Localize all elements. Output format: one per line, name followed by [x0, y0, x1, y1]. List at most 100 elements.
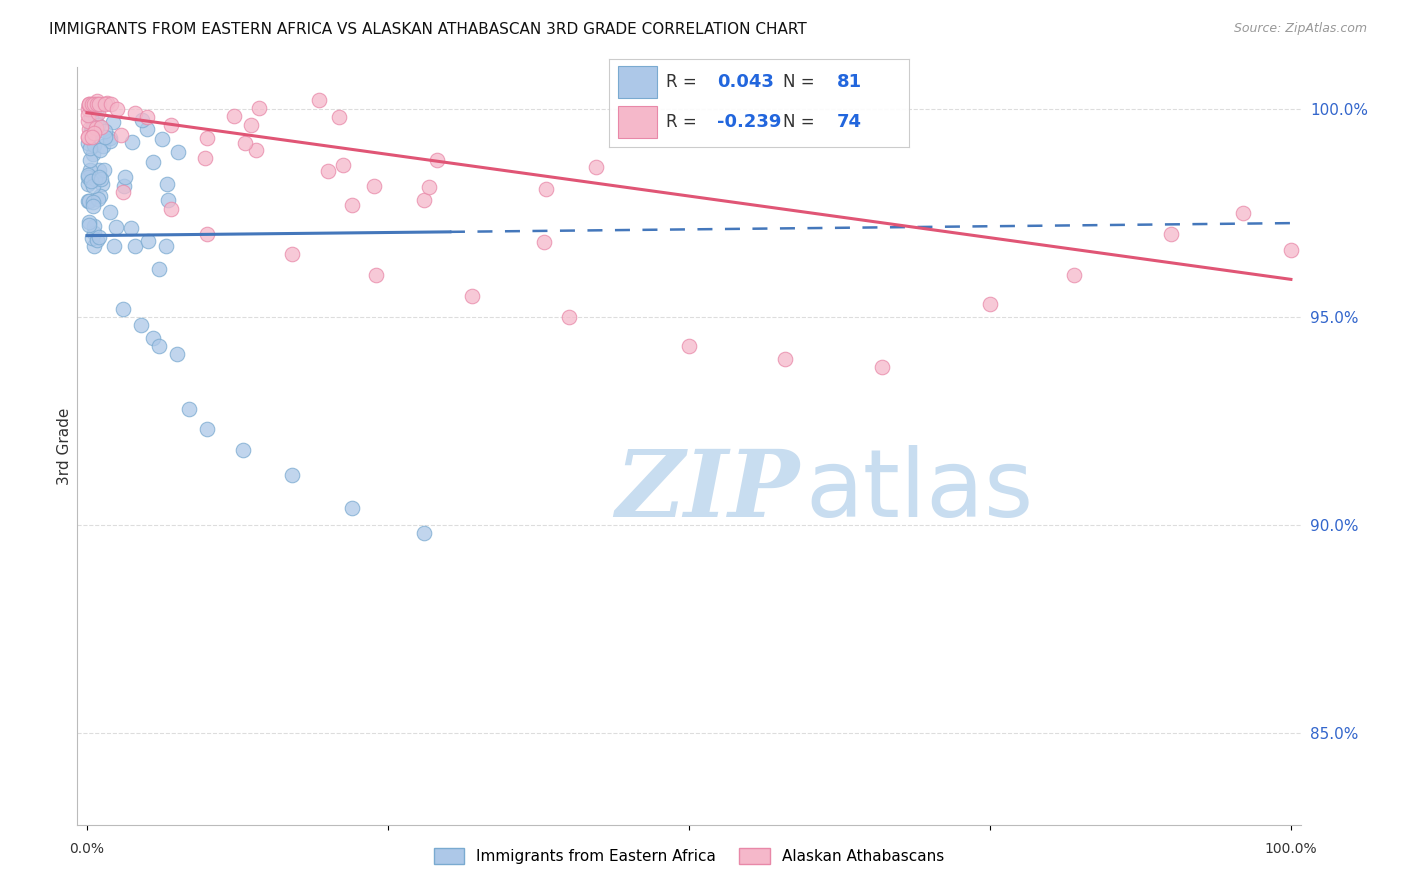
Text: atlas: atlas — [806, 445, 1033, 538]
Point — [413, 526, 436, 541]
Point — [155, 239, 177, 253]
Point — [77, 168, 100, 182]
Point — [89, 230, 111, 244]
Point — [77, 108, 100, 122]
Point — [83, 102, 105, 116]
Point — [86, 192, 108, 206]
Point — [80, 174, 103, 188]
Point — [84, 116, 107, 130]
Text: 100.0%: 100.0% — [1264, 842, 1317, 855]
Point — [77, 129, 100, 144]
Point — [536, 181, 558, 195]
Point — [340, 197, 363, 211]
Point — [77, 170, 100, 185]
Point — [80, 102, 103, 116]
Point — [148, 339, 170, 353]
Point — [83, 226, 105, 240]
Point — [142, 331, 165, 345]
Point — [245, 143, 267, 157]
Point — [112, 178, 135, 193]
Point — [79, 162, 101, 177]
Point — [93, 124, 115, 138]
Point — [136, 110, 159, 124]
Point — [86, 94, 108, 108]
Point — [124, 105, 146, 120]
Point — [89, 169, 111, 184]
Point — [82, 98, 104, 112]
Point — [91, 139, 114, 153]
Point — [136, 235, 159, 249]
Point — [77, 98, 100, 112]
Point — [83, 126, 105, 140]
Point — [79, 126, 101, 140]
Point — [156, 193, 179, 207]
Point — [79, 194, 101, 208]
Point — [94, 97, 117, 112]
Point — [121, 135, 143, 149]
Point — [90, 172, 112, 186]
Point — [363, 178, 385, 193]
Point — [195, 130, 218, 145]
Point — [533, 235, 555, 249]
Y-axis label: 3rd Grade: 3rd Grade — [56, 408, 72, 484]
Point — [77, 136, 100, 150]
Point — [1160, 227, 1182, 241]
Point — [79, 141, 101, 155]
Point — [979, 297, 1001, 311]
Point — [87, 119, 110, 133]
Point — [148, 262, 170, 277]
Point — [332, 158, 354, 172]
Point — [93, 162, 115, 177]
Point — [89, 143, 111, 157]
Text: 0.0%: 0.0% — [69, 842, 104, 855]
Point — [364, 268, 387, 283]
Point — [77, 178, 100, 192]
Point — [156, 178, 179, 192]
Point — [585, 160, 607, 174]
Point — [195, 227, 218, 241]
Point — [77, 218, 100, 232]
Point — [100, 97, 122, 112]
Point — [150, 132, 173, 146]
Point — [84, 120, 107, 135]
Text: Source: ZipAtlas.com: Source: ZipAtlas.com — [1233, 22, 1367, 36]
Point — [1279, 243, 1302, 257]
Point — [120, 221, 142, 235]
Point — [426, 153, 449, 167]
Point — [129, 318, 152, 333]
Point — [77, 98, 100, 112]
Point — [90, 177, 112, 191]
Point — [413, 193, 436, 207]
Point — [86, 97, 108, 112]
Point — [98, 204, 121, 219]
Point — [83, 239, 105, 253]
Point — [131, 112, 153, 127]
Point — [79, 153, 101, 167]
Point — [308, 93, 330, 107]
Point — [247, 101, 270, 115]
Point — [340, 501, 363, 516]
Point — [328, 110, 350, 124]
Point — [80, 231, 103, 245]
Point — [82, 101, 104, 115]
Point — [141, 154, 163, 169]
Point — [83, 171, 105, 186]
Point — [98, 135, 121, 149]
Point — [77, 194, 100, 208]
Point — [94, 130, 117, 145]
Point — [80, 99, 103, 113]
Point — [82, 195, 104, 210]
Point — [80, 123, 103, 137]
Point — [557, 310, 579, 324]
Point — [77, 130, 100, 145]
Point — [1063, 268, 1085, 283]
Point — [80, 123, 103, 137]
Point — [678, 339, 700, 353]
Point — [280, 468, 302, 483]
Point — [870, 359, 893, 374]
Point — [167, 145, 190, 160]
Point — [136, 121, 159, 136]
Point — [110, 128, 132, 142]
Point — [634, 123, 657, 137]
Point — [104, 219, 127, 234]
